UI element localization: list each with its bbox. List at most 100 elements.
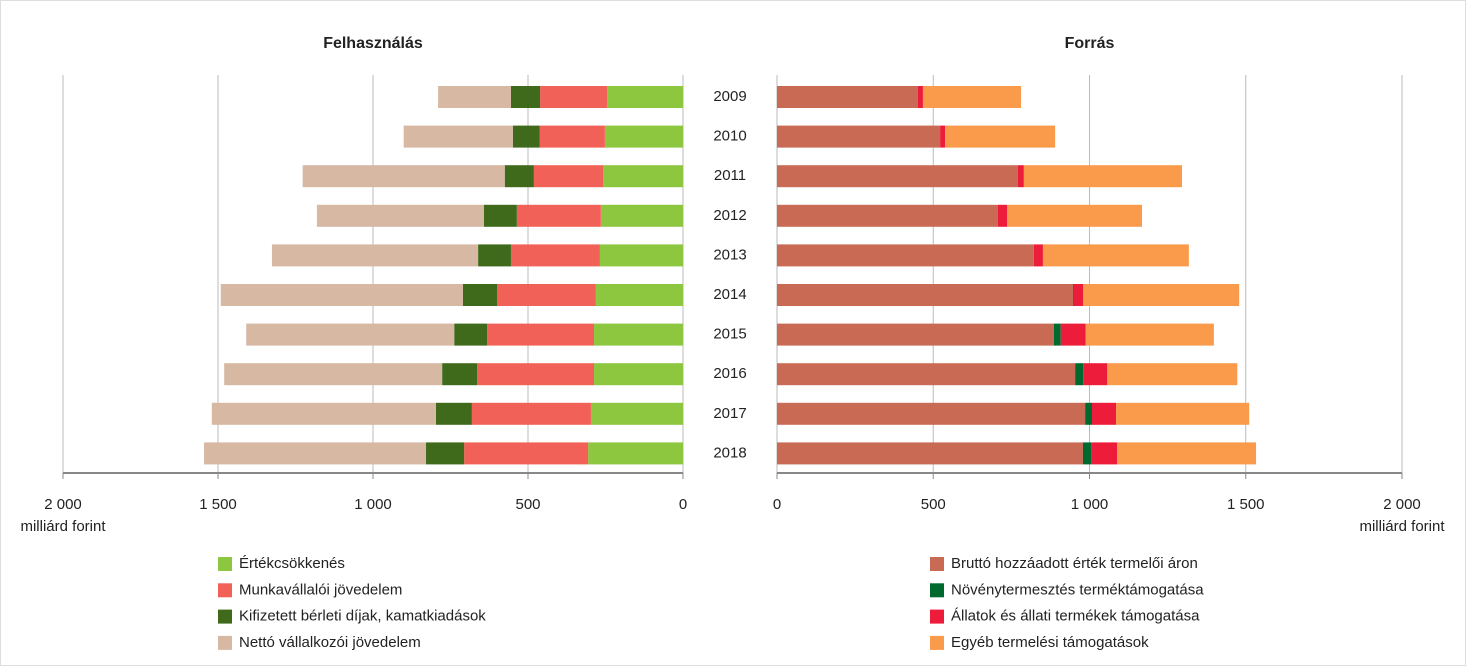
bar-segment [1072,284,1074,306]
x-tick-label: 500 [921,496,946,513]
bar-segment [504,165,534,188]
chart-title: Felhasználás [323,35,423,52]
legend-label: Nettó vállalkozói jövedelem [239,634,421,651]
legend-label: Növénytermesztés terméktámogatása [951,581,1204,598]
bar-segment [1085,323,1214,346]
bar-segment [510,86,541,108]
bar-segment [600,204,683,227]
bar-segment [588,442,683,465]
x-tick-label: 1 000 [1071,496,1109,513]
legend-swatch [218,635,232,650]
bar-segment [1073,284,1084,306]
bar-segment [533,165,604,188]
legend-label: Egyéb termelési támogatások [951,634,1149,651]
bar-segment [220,284,463,306]
bar-segment [1092,402,1117,425]
x-tick-label: 0 [773,496,781,513]
bar-segment [1082,442,1092,465]
bar-segment [539,125,605,148]
bar-segment [403,125,513,148]
bar-segment [442,363,478,386]
year-label: 2017 [713,405,746,422]
bar-segment [462,284,497,306]
bar-segment [454,323,488,346]
legend-swatch [930,609,944,624]
bar-segment [1083,284,1240,306]
year-label: 2013 [713,246,746,263]
bar-segment [1033,244,1043,267]
bar-segment [945,125,1056,148]
x-axis-label: milliárd forint [20,518,106,535]
bar-segment [590,402,683,425]
bar-segment [510,244,600,267]
x-tick-label: 1 000 [354,496,392,513]
bar-segment [224,363,443,386]
bar-segment [497,284,596,306]
legend-label: Munkavállalói jövedelem [239,581,402,598]
bar-segment [1107,363,1238,386]
x-tick-label: 500 [515,496,540,513]
bar-segment [483,204,517,227]
bar-segment [1060,323,1086,346]
year-label: 2015 [713,326,746,343]
bar-segment [777,125,941,148]
legend-swatch [218,583,232,598]
bar-segment [1085,402,1092,425]
bar-segment [595,284,683,306]
legend-swatch [930,557,944,571]
bar-segment [603,165,683,188]
bar-segment [940,125,946,148]
year-label: 2011 [714,167,746,184]
legend-label: Bruttó hozzáadott érték termelői áron [951,555,1198,572]
bar-segment [512,125,540,148]
bar-segment [777,363,1076,386]
bar-segment [1017,165,1024,188]
bar-segment [594,323,683,346]
bar-segment [540,86,608,108]
legend-label: Állatok és állati termékek támogatása [951,608,1200,625]
bar-segment [478,244,511,267]
bar-segment [777,204,998,227]
bar-segment [1116,402,1250,425]
bar-segment [777,244,1034,267]
legend-swatch [218,609,232,624]
legend-label: Értékcsökkenés [239,555,345,572]
x-tick-label: 2 000 [1383,496,1421,513]
bar-segment [516,204,601,227]
legend-swatch [930,635,944,650]
bar-segment [777,86,918,108]
bar-segment [471,402,591,425]
chart-title: Forrás [1065,35,1115,52]
year-label: 2012 [713,207,746,224]
bar-segment [1091,442,1117,465]
year-label: 2009 [713,88,746,105]
year-label: 2016 [713,365,746,382]
x-tick-label: 2 000 [44,496,82,513]
bar-segment [594,363,683,386]
bar-segment [271,244,479,267]
bar-segment [777,165,1018,188]
legend-swatch [930,583,944,598]
bar-segment [316,204,484,227]
bar-segment [1117,442,1257,465]
bar-segment [777,402,1086,425]
x-tick-label: 1 500 [199,496,237,513]
year-label: 2010 [713,128,746,145]
bar-segment [302,165,505,188]
bar-segment [204,442,427,465]
bar-segment [1023,165,1182,188]
bar-segment [438,86,511,108]
legend-swatch [218,557,232,571]
bar-segment [777,323,1054,346]
bar-segment [477,363,595,386]
x-axis-label: milliárd forint [1359,518,1445,535]
legend-label: Kifizetett bérleti díjak, kamatkiadások [239,608,486,625]
bar-segment [599,244,683,267]
x-tick-label: 0 [679,496,687,513]
bar-segment [1042,244,1189,267]
bar-segment [246,323,455,346]
x-tick-label: 1 500 [1227,496,1265,513]
bar-segment [777,442,1083,465]
bar-segment [211,402,436,425]
